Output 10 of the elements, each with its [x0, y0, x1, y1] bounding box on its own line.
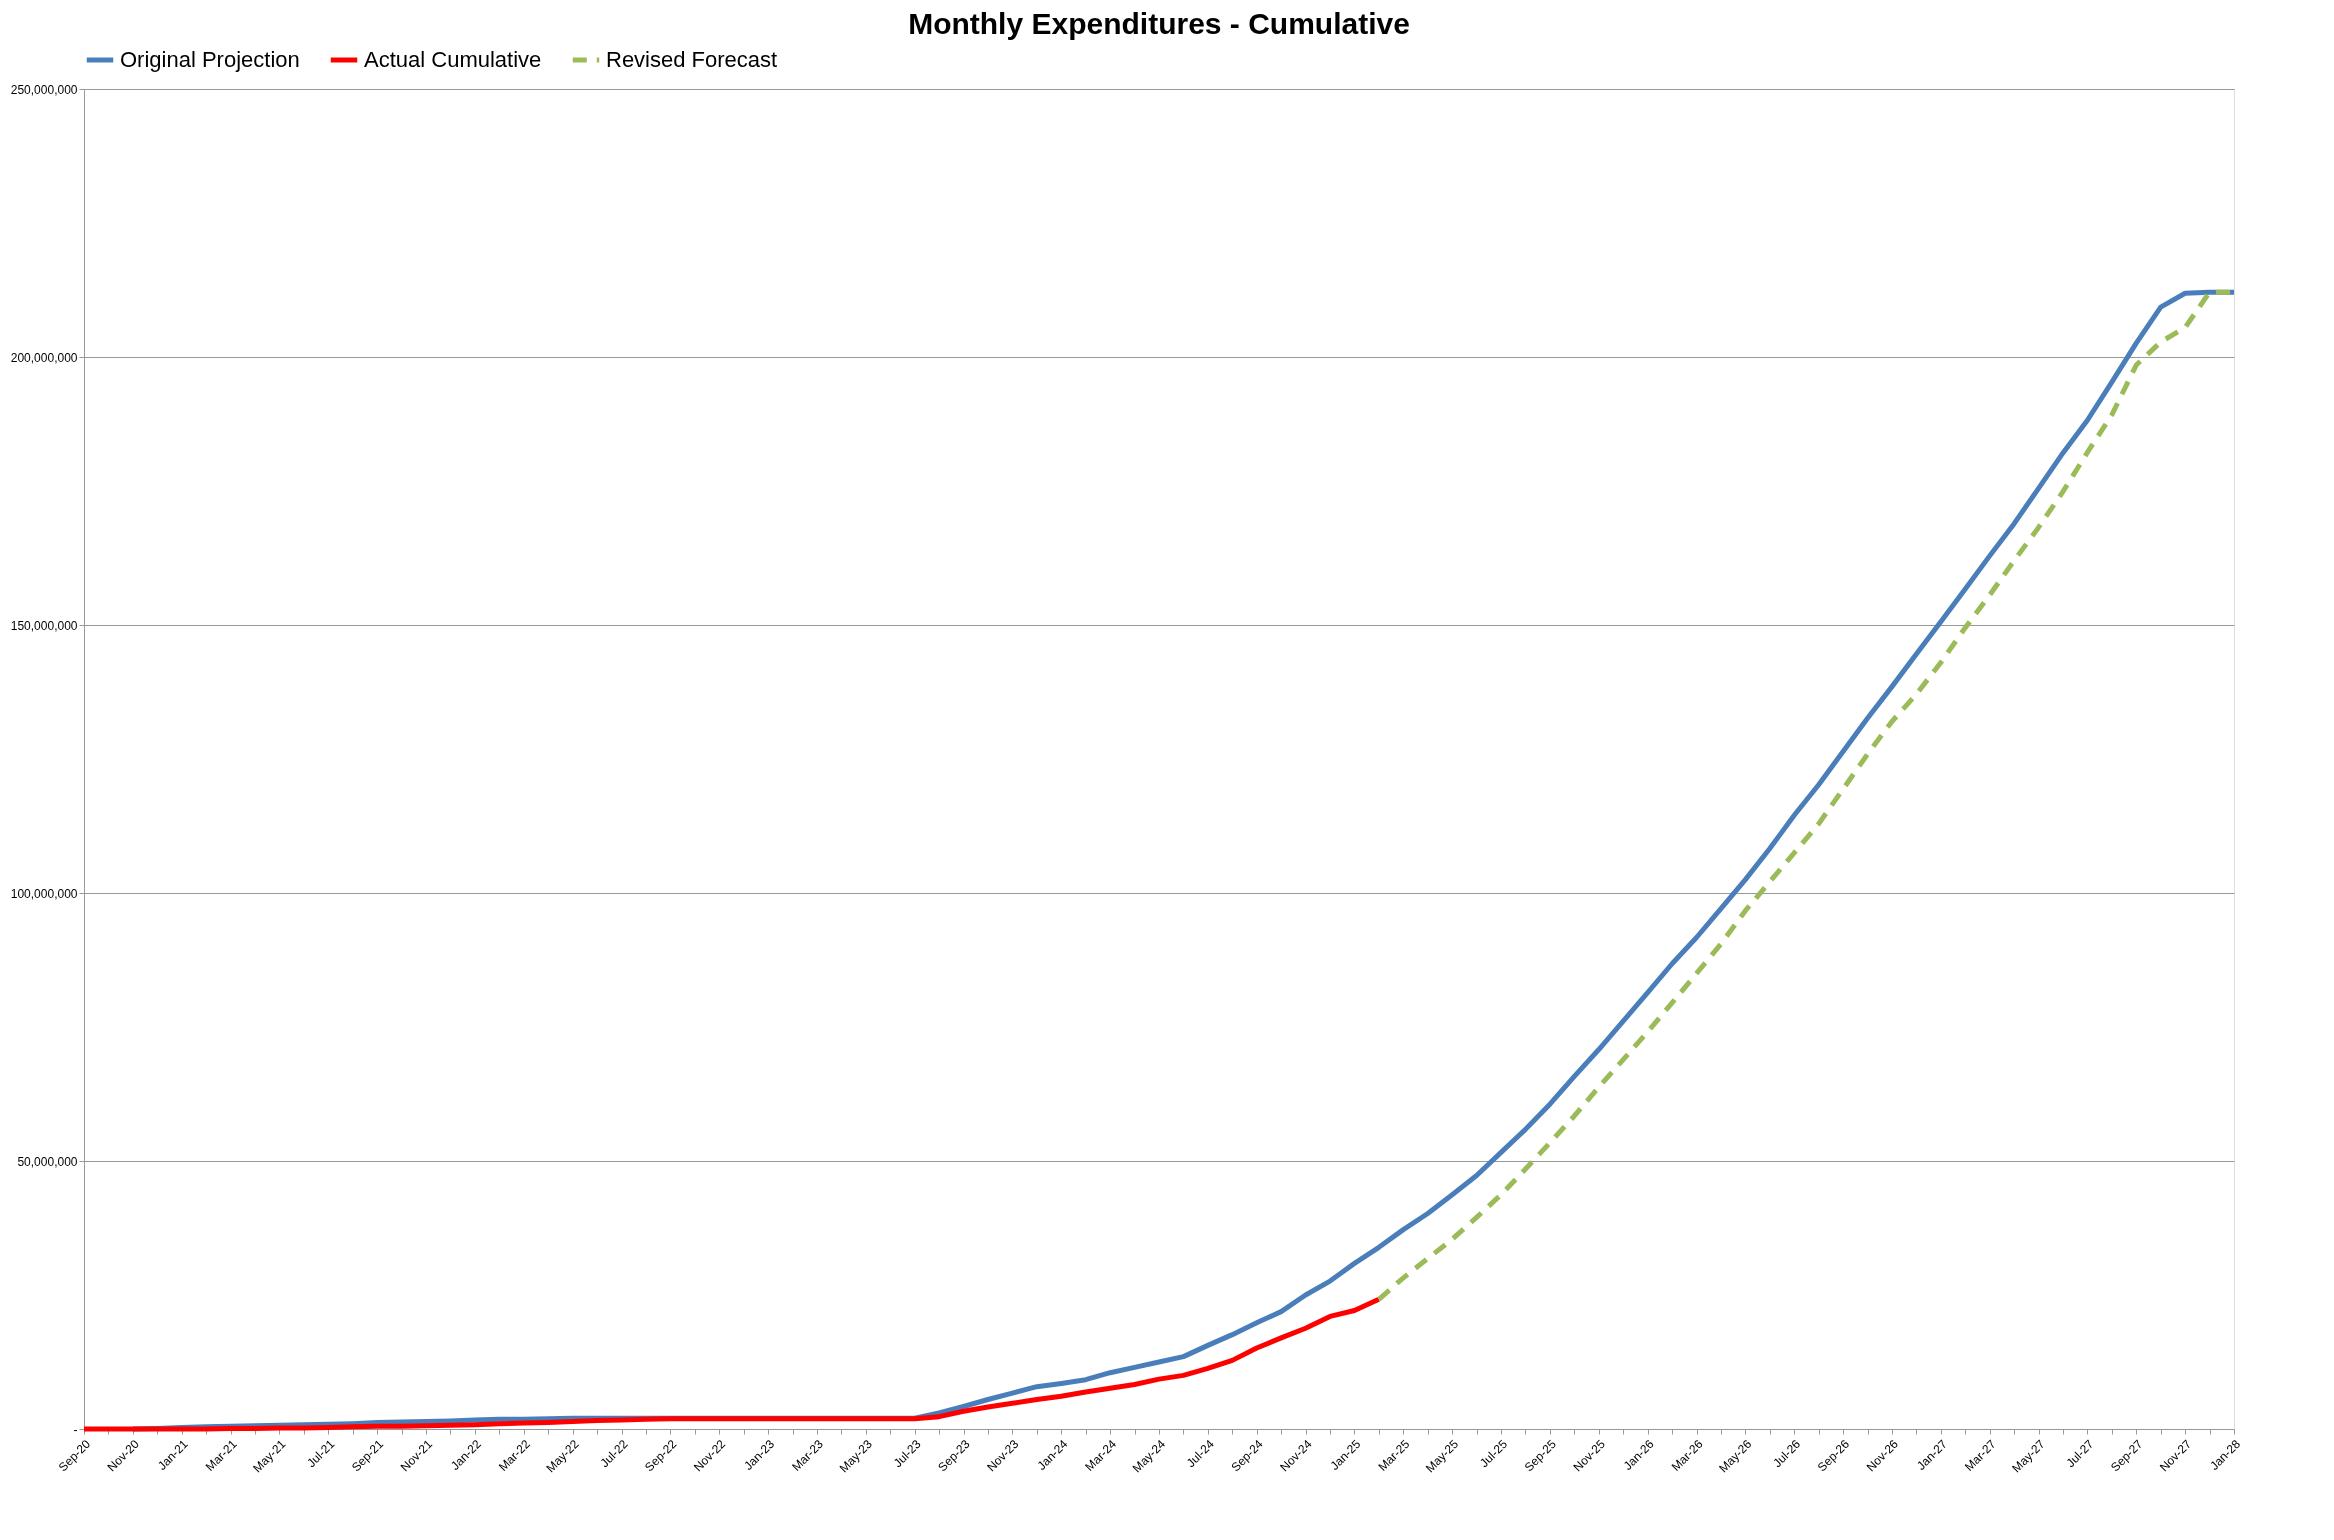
- y-tick-label: 150,000,000: [10, 618, 78, 633]
- legend-label: Revised Forecast: [606, 47, 778, 72]
- y-tick-label: 100,000,000: [10, 886, 78, 901]
- chart-title: Monthly Expenditures - Cumulative: [908, 7, 1410, 40]
- y-tick-label: -: [73, 1422, 78, 1437]
- legend-label: Original Projection: [120, 47, 300, 72]
- legend-label: Actual Cumulative: [364, 47, 542, 72]
- y-tick-label: 200,000,000: [10, 350, 78, 365]
- y-tick-label: 50,000,000: [17, 1154, 78, 1169]
- y-tick-label: 250,000,000: [10, 82, 78, 97]
